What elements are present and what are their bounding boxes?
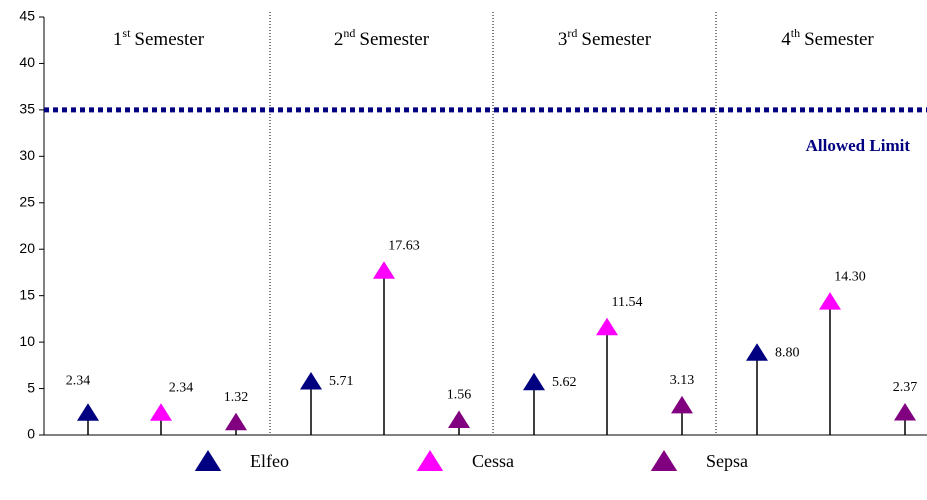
y-tick-label: 5 [27,379,35,395]
marker [746,343,768,361]
value-label: 3.13 [670,373,695,388]
value-label: 1.56 [447,388,472,403]
value-label: 2.34 [169,380,194,395]
legend-marker [194,450,222,471]
category-label: 3rd Semester [558,26,652,51]
category-ordinal: 2 [334,29,344,50]
y-tick-label: 30 [19,147,35,163]
category-ordinal: 1 [113,29,123,50]
legend-label: Cessa [472,451,514,471]
category-word: Semester [134,29,204,50]
category-suffix: st [122,26,131,40]
legend-marker [416,450,444,471]
y-tick-label: 15 [19,286,35,302]
marker [77,403,99,421]
marker [448,410,470,429]
legend-marker [650,450,678,471]
value-label: 2.37 [893,380,918,395]
marker [373,261,395,279]
value-label: 1.32 [224,390,249,405]
marker [819,292,841,310]
value-label: 5.71 [329,374,354,389]
marker [894,402,916,421]
marker [300,371,322,390]
category-word: Semester [581,29,651,50]
legend-label: Elfeo [250,451,289,471]
category-label: 2nd Semester [334,26,430,51]
y-tick-label: 45 [19,8,35,24]
y-tick-label: 35 [19,101,35,117]
marker [671,395,693,414]
category-ordinal: 4 [781,29,791,50]
marker [596,317,618,336]
y-tick-label: 25 [19,193,35,209]
value-label: 8.80 [775,345,800,360]
y-tick-label: 40 [19,54,35,70]
marker [523,372,545,391]
category-ordinal: 3 [558,29,568,50]
category-label: 4th Semester [781,26,874,51]
y-tick-label: 0 [27,426,35,442]
marker [150,403,172,421]
marker [225,412,247,431]
value-label: 5.62 [552,375,577,390]
category-word: Semester [804,29,874,50]
value-label: 11.54 [612,295,643,310]
value-label: 14.30 [834,269,866,284]
value-label: 17.63 [388,238,420,253]
legend-label: Sepsa [706,451,748,471]
category-suffix: th [791,26,800,40]
value-label: 2.34 [66,373,91,388]
reference-label: Allowed Limit [806,136,911,155]
category-word: Semester [359,29,429,50]
y-tick-label: 20 [19,240,35,256]
category-label: 1st Semester [113,26,205,51]
y-tick-label: 10 [19,333,35,349]
category-suffix: nd [343,26,355,40]
category-suffix: rd [567,26,577,40]
